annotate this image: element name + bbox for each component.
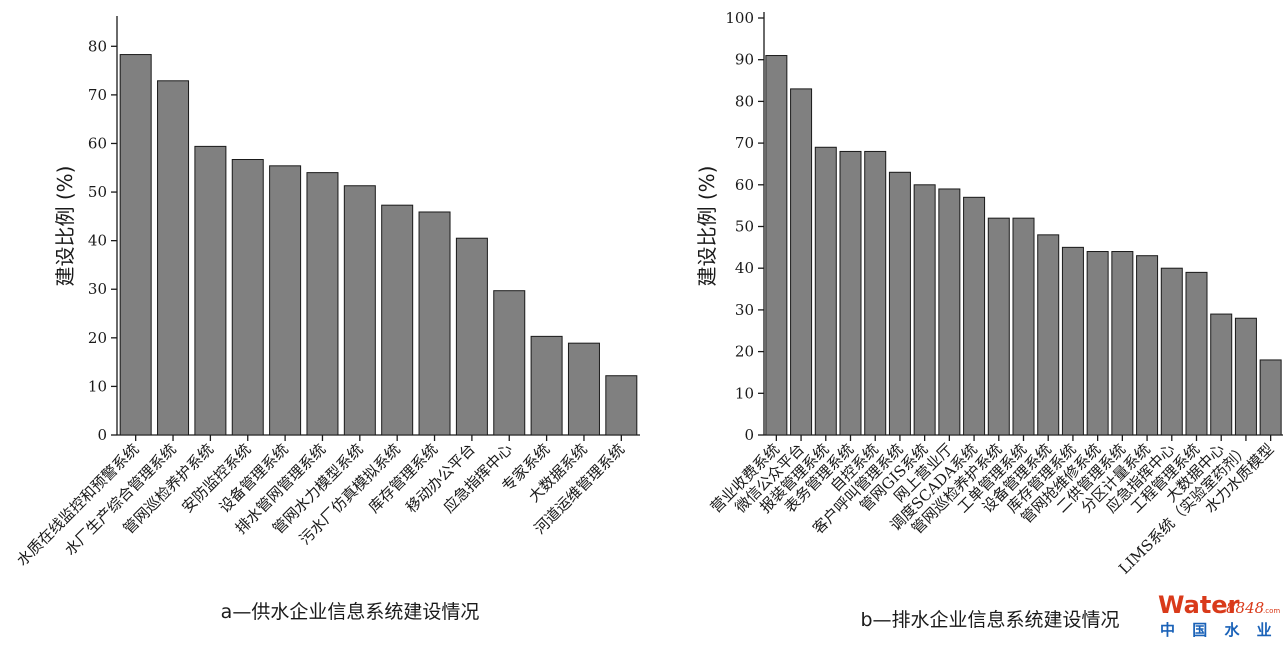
watermark-logo: Water 8848 .com 中 国 水 业 网 xyxy=(1158,591,1285,639)
bar xyxy=(567,342,600,436)
y-tick-label: 20 xyxy=(735,343,754,361)
bar xyxy=(455,237,488,436)
bar xyxy=(1234,317,1257,436)
bar xyxy=(864,150,887,436)
bar xyxy=(888,171,911,436)
y-tick-label: 90 xyxy=(735,51,754,69)
y-tick-label: 20 xyxy=(88,329,107,347)
bar xyxy=(1136,255,1159,436)
bar xyxy=(963,196,986,436)
chart-b-caption: b—排水企业信息系统建设情况 xyxy=(860,609,1119,631)
bar xyxy=(1012,217,1035,436)
bar xyxy=(1086,251,1109,436)
bar xyxy=(269,165,302,436)
y-tick-label: 0 xyxy=(97,426,107,444)
bar xyxy=(814,146,837,436)
bar xyxy=(605,375,638,436)
y-tick-label: 50 xyxy=(88,183,107,201)
y-axis-label: 建设比例 (%) xyxy=(53,166,77,287)
y-tick-label: 40 xyxy=(735,259,754,277)
bar xyxy=(194,145,227,436)
y-tick-label: 10 xyxy=(88,377,107,395)
y-tick-label: 30 xyxy=(88,280,107,298)
bar xyxy=(306,172,339,436)
bar xyxy=(1210,313,1233,436)
bar xyxy=(493,290,526,436)
y-tick-label: 70 xyxy=(88,86,107,104)
bar xyxy=(119,54,152,436)
y-tick-label: 10 xyxy=(735,384,754,402)
y-tick-label: 60 xyxy=(88,134,107,152)
bar xyxy=(231,159,264,436)
bar xyxy=(1160,267,1183,436)
bar xyxy=(1037,234,1060,436)
bar xyxy=(418,211,451,436)
y-tick-label: 70 xyxy=(735,134,754,152)
bar xyxy=(381,204,414,436)
y-tick-label: 40 xyxy=(88,232,107,250)
bar xyxy=(938,188,961,436)
bar xyxy=(839,150,862,436)
watermark-suffix: .com xyxy=(1263,607,1280,615)
bar xyxy=(157,80,190,436)
chart-a-caption: a—供水企业信息系统建设情况 xyxy=(221,601,480,623)
y-tick-label: 80 xyxy=(88,37,107,55)
bar xyxy=(1111,251,1134,436)
watermark-main: Water xyxy=(1158,591,1240,619)
bar xyxy=(765,55,788,436)
bar xyxy=(343,185,376,436)
bar xyxy=(913,184,936,436)
bar xyxy=(1061,246,1084,436)
bar xyxy=(1259,359,1282,436)
y-tick-label: 100 xyxy=(725,9,754,27)
y-tick-label: 50 xyxy=(735,218,754,236)
y-tick-label: 60 xyxy=(735,176,754,194)
watermark-sub: 中 国 水 业 网 xyxy=(1160,621,1285,639)
bar xyxy=(790,88,813,436)
bar xyxy=(1185,271,1208,436)
bar xyxy=(530,335,563,436)
watermark-number: 8848 xyxy=(1226,599,1264,617)
y-tick-label: 30 xyxy=(735,301,754,319)
y-tick-label: 80 xyxy=(735,92,754,110)
y-axis-label: 建设比例 (%) xyxy=(695,166,719,287)
bar xyxy=(987,217,1010,436)
y-tick-label: 0 xyxy=(744,426,754,444)
